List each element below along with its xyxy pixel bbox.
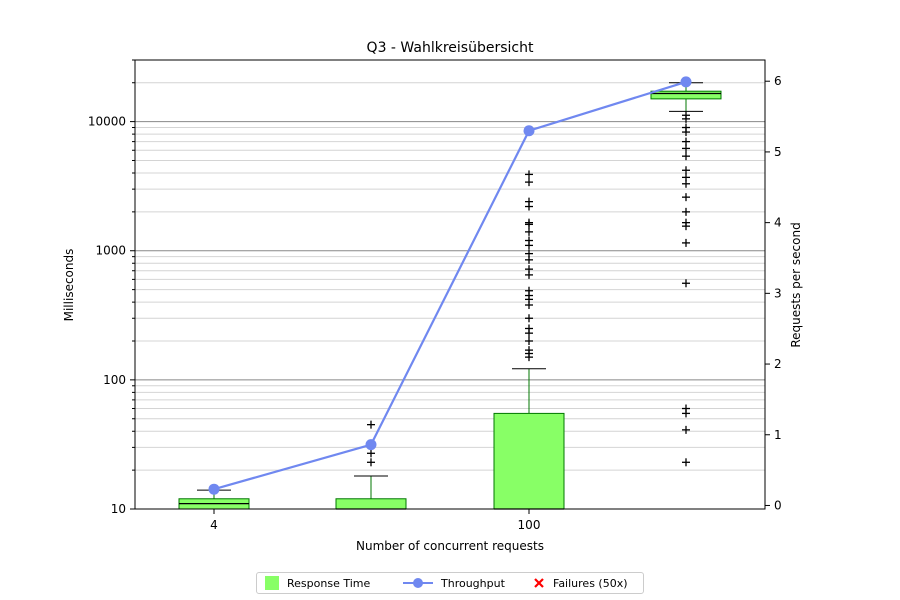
outlier-marker xyxy=(682,238,690,247)
outlier-marker xyxy=(682,279,690,288)
outlier-marker xyxy=(682,425,690,434)
legend-swatch-square xyxy=(265,576,279,590)
outlier-marker xyxy=(525,227,533,236)
legend-label-response-time: Response Time xyxy=(287,576,371,590)
y-left-tick-label: 1000 xyxy=(95,244,126,258)
x-axis-label: Number of concurrent requests xyxy=(356,539,544,553)
outlier-marker xyxy=(525,178,533,187)
outlier-marker xyxy=(367,449,375,458)
outlier-marker xyxy=(525,314,533,323)
box-plots xyxy=(178,82,722,510)
outlier-marker xyxy=(682,458,690,467)
outlier-marker xyxy=(525,265,533,274)
axes: 10 100 1000 10000 0 1 2 3 4 5 6 4 100 xyxy=(88,59,782,532)
outlier-marker xyxy=(525,336,533,345)
throughput-point xyxy=(680,76,692,88)
outlier-marker xyxy=(525,249,533,258)
outlier-marker xyxy=(682,166,690,175)
legend-item-response-time: Response Time xyxy=(265,573,370,593)
outlier-marker xyxy=(367,458,375,467)
outlier-marker xyxy=(525,346,533,355)
legend-swatch-cross xyxy=(534,578,544,588)
y-right-tick-label: 6 xyxy=(774,74,782,88)
y-right-tick-label: 5 xyxy=(774,145,782,159)
throughput-series xyxy=(208,76,692,495)
outlier-marker xyxy=(525,324,533,333)
y-axis-left-label: Milliseconds xyxy=(62,249,76,322)
box-body xyxy=(335,498,407,510)
outlier-marker xyxy=(525,236,533,245)
outlier-marker xyxy=(682,123,690,132)
plot-area-frame xyxy=(134,59,766,510)
legend-swatch-line-marker xyxy=(403,578,433,588)
y-right-tick-label: 0 xyxy=(774,498,782,512)
throughput-point xyxy=(208,483,220,495)
y-axis-right-label: Requests per second xyxy=(789,222,803,347)
outlier-marker xyxy=(682,404,690,413)
box-body xyxy=(650,90,722,100)
outlier-marker xyxy=(525,286,533,295)
throughput-line xyxy=(213,80,687,491)
throughput-point xyxy=(523,125,535,137)
throughput-point xyxy=(365,439,377,451)
chart-legend: Response Time Throughput Failures (50x) xyxy=(256,572,644,594)
x-tick-label: 100 xyxy=(518,518,541,532)
outlier-marker xyxy=(367,420,375,429)
y-left-tick-label: 10000 xyxy=(88,115,126,129)
legend-item-throughput: Throughput xyxy=(403,573,505,593)
legend-label-failures: Failures (50x) xyxy=(553,576,628,590)
outlier-marker xyxy=(682,193,690,202)
outlier-marker xyxy=(682,152,690,161)
y-left-tick-label: 100 xyxy=(103,373,126,387)
grid-lines xyxy=(135,59,765,510)
y-right-tick-label: 3 xyxy=(774,286,782,300)
outlier-marker xyxy=(682,144,690,153)
y-right-tick-label: 1 xyxy=(774,428,782,442)
outlier-marker xyxy=(525,218,533,227)
legend-item-failures: Failures (50x) xyxy=(533,573,628,593)
x-tick-label: 4 xyxy=(210,518,218,532)
outlier-marker xyxy=(525,170,533,179)
y-right-tick-label: 2 xyxy=(774,357,782,371)
outlier-marker xyxy=(682,111,690,120)
y-right-tick-label: 4 xyxy=(774,216,782,230)
outlier-marker xyxy=(525,197,533,206)
outlier-marker xyxy=(682,137,690,146)
outlier-marker xyxy=(682,207,690,216)
outlier-marker xyxy=(682,218,690,227)
chart-title: Q3 - Wahlkreisübersicht xyxy=(367,40,534,56)
legend-label-throughput: Throughput xyxy=(441,576,505,590)
outlier-marker xyxy=(682,173,690,182)
y-left-tick-label: 10 xyxy=(111,502,126,516)
box-body xyxy=(493,412,565,510)
